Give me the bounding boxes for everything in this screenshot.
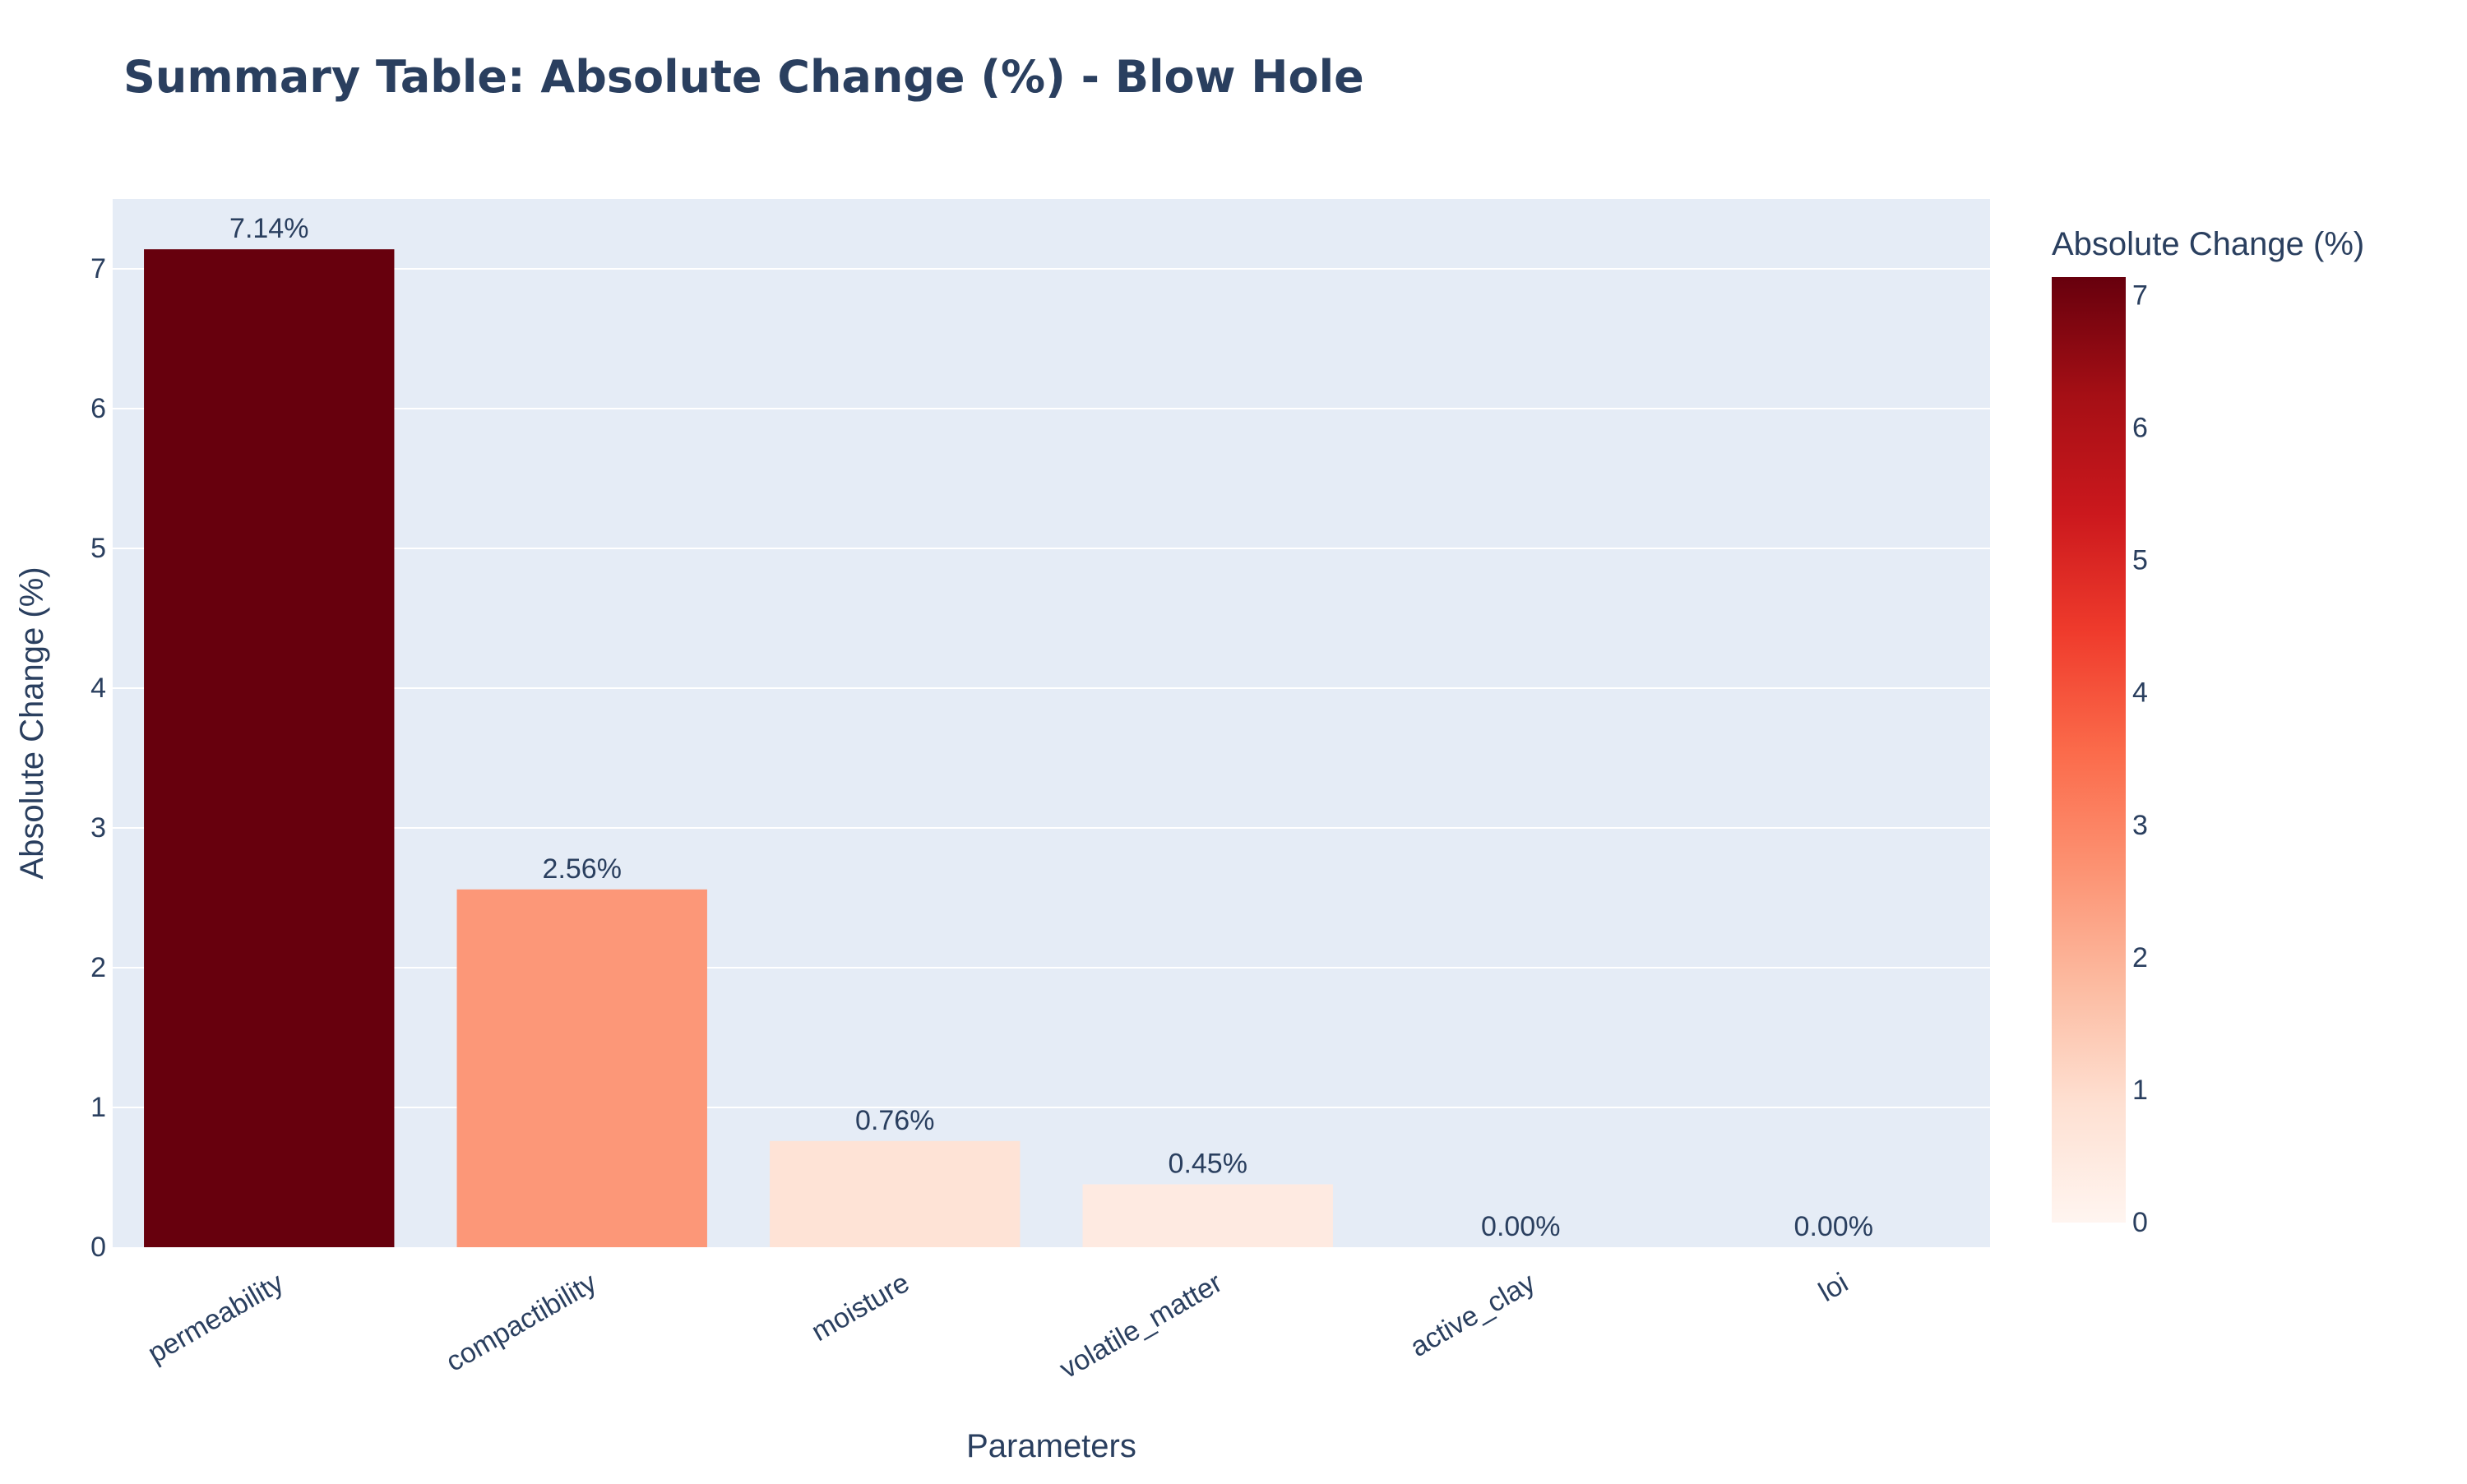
- x-axis-ticks: permeability compactibility moisture volati…: [142, 1267, 1853, 1385]
- x-tick-label: moisture: [806, 1267, 914, 1348]
- chart-title: Summary Table: Absolute Change (%) - Blo…: [123, 51, 1364, 103]
- y-axis-title: Absolute Change (%): [14, 566, 50, 879]
- data-label: 0.76%: [855, 1105, 934, 1136]
- colorbar-tick-label: 7: [2132, 280, 2148, 312]
- x-tick-label: permeability: [142, 1267, 289, 1370]
- colorbar-tick-label: 6: [2132, 413, 2148, 444]
- bar-permeability: [144, 249, 395, 1248]
- x-tick-label: loi: [1813, 1267, 1853, 1308]
- colorbar: [2052, 277, 2126, 1223]
- colorbar-tick-label: 2: [2132, 942, 2148, 973]
- x-tick-label: active_clay: [1405, 1267, 1541, 1363]
- colorbar-tick-label: 5: [2132, 545, 2148, 576]
- x-axis-title: Parameters: [966, 1428, 1136, 1464]
- colorbar-title: Absolute Change (%): [2052, 226, 2364, 262]
- data-label: 2.56%: [543, 853, 622, 885]
- data-label: 7.14%: [229, 213, 308, 244]
- data-label: 0.45%: [1169, 1149, 1247, 1180]
- gridlines: [113, 268, 1990, 1108]
- colorbar-tick-label: 1: [2132, 1075, 2148, 1106]
- x-tick-label: compactibility: [441, 1267, 602, 1378]
- colorbar-ticks: 0 1 2 3 4 5 6 7: [2132, 280, 2148, 1238]
- y-tick-label: 3: [90, 812, 106, 844]
- plot-area: [113, 199, 1990, 1247]
- y-tick-label: 5: [90, 533, 106, 564]
- y-tick-label: 1: [90, 1092, 106, 1123]
- colorbar-tick-label: 3: [2132, 810, 2148, 841]
- y-axis-ticks: 0 1 2 3 4 5 6 7: [90, 253, 106, 1263]
- data-label: 0.00%: [1481, 1211, 1560, 1242]
- bar-compactibility: [456, 889, 707, 1247]
- data-labels: 7.14% 2.56% 0.76% 0.45% 0.00% 0.00%: [229, 213, 1873, 1242]
- colorbar-tick-label: 4: [2132, 677, 2148, 709]
- data-label: 0.00%: [1794, 1211, 1873, 1242]
- y-tick-label: 0: [90, 1232, 106, 1263]
- y-tick-label: 2: [90, 952, 106, 983]
- y-tick-label: 7: [90, 253, 106, 284]
- x-tick-label: volatile_matter: [1054, 1267, 1227, 1385]
- bars: [144, 249, 1333, 1248]
- y-tick-label: 4: [90, 673, 106, 704]
- colorbar-tick-label: 0: [2132, 1207, 2148, 1238]
- bar-moisture: [770, 1140, 1021, 1247]
- y-tick-label: 6: [90, 393, 106, 424]
- bar-volatile_matter: [1082, 1184, 1333, 1247]
